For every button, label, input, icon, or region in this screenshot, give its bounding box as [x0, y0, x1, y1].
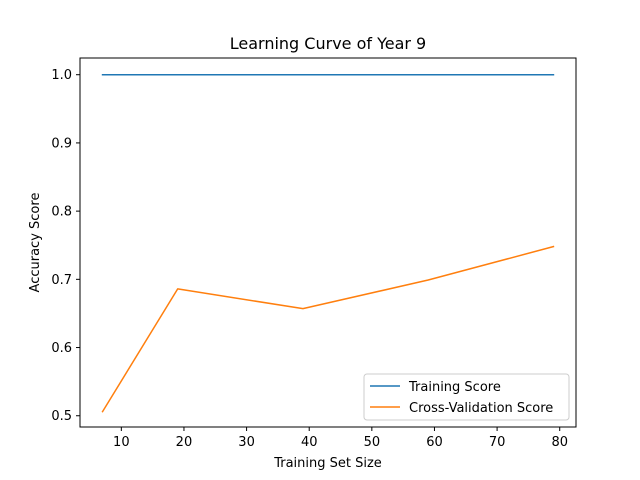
x-tick-label: 10	[113, 435, 130, 450]
x-tick-label: 20	[176, 435, 193, 450]
y-tick-label: 0.8	[51, 205, 72, 220]
legend-box	[363, 373, 570, 421]
series-layer	[101, 73, 555, 413]
legend: Training Score Cross-Validation Score	[363, 373, 570, 421]
x-tick-label: 30	[238, 435, 255, 450]
x-tick-label: 40	[301, 435, 318, 450]
series-line-cross-validation-score	[101, 245, 555, 413]
chart-title: Learning Curve of Year 9	[230, 34, 426, 53]
y-tick-label: 0.9	[51, 136, 72, 151]
x-tick-label: 50	[364, 435, 381, 450]
x-tick-label: 80	[551, 435, 568, 450]
y-axis-ticks: 0.5 0.6 0.7 0.8 0.9 1.0	[51, 68, 80, 424]
y-tick-label: 0.5	[51, 409, 72, 424]
y-tick-label: 1.0	[51, 68, 72, 83]
plot-area	[80, 58, 576, 427]
y-tick-label: 0.6	[51, 341, 72, 356]
y-tick-label: 0.7	[51, 273, 72, 288]
y-axis-label: Accuracy Score	[28, 193, 43, 293]
plot-frame	[79, 57, 577, 428]
x-tick-label: 70	[489, 435, 506, 450]
x-axis-ticks: 10 20 30 40 50 60 70 80	[113, 427, 568, 450]
legend-label-cross-validation-score: Cross-Validation Score	[409, 401, 553, 416]
legend-label-training-score: Training Score	[408, 380, 501, 395]
x-axis-label: Training Set Size	[273, 456, 382, 471]
x-tick-label: 60	[426, 435, 443, 450]
